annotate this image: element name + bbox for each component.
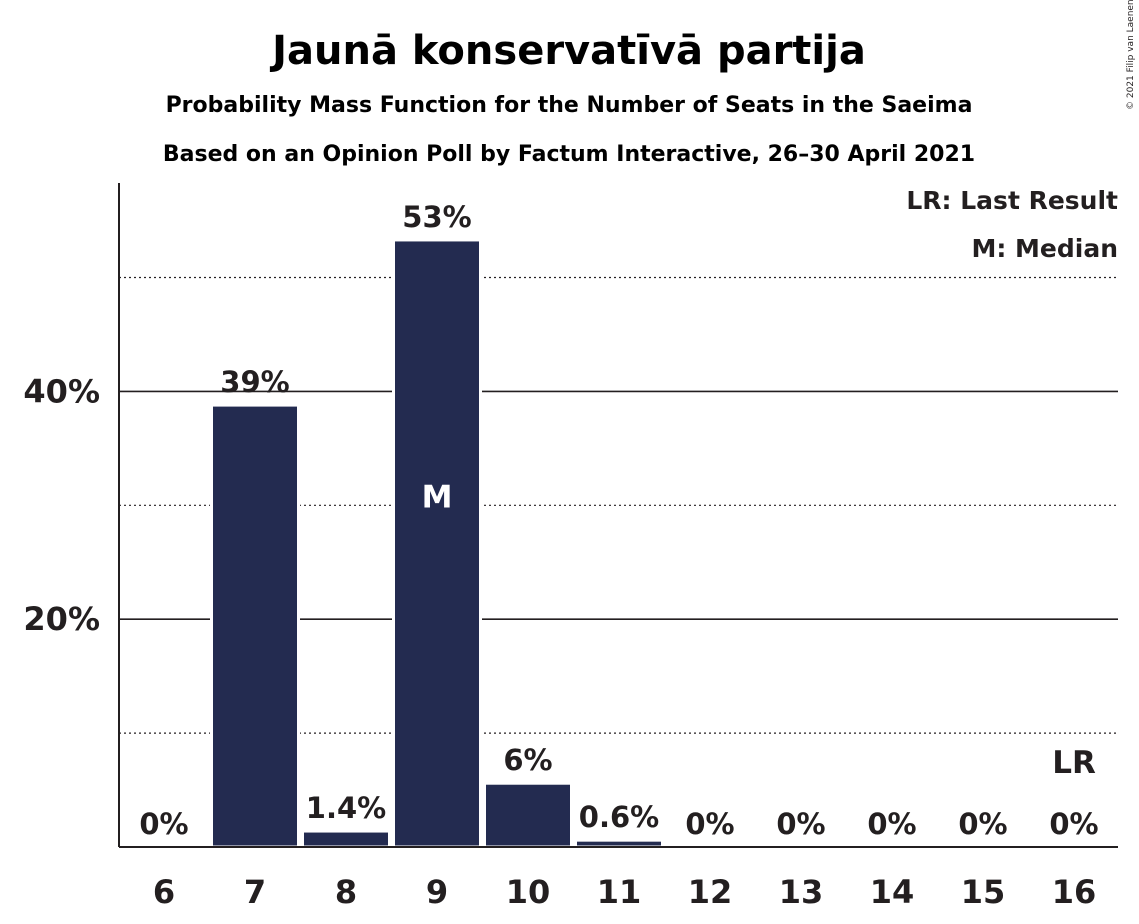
data-label-9: 53% [402, 200, 471, 234]
x-tick-label-16: 16 [1052, 873, 1097, 911]
data-label-6: 0% [139, 807, 188, 841]
data-label-13: 0% [776, 807, 825, 841]
chart-subtitle-2: Based on an Opinion Poll by Factum Inter… [163, 142, 975, 167]
data-label-10: 6% [503, 743, 552, 777]
legend-last-result: LR: Last Result [906, 186, 1118, 215]
bar-10 [483, 781, 573, 849]
x-tick-label-7: 7 [244, 873, 266, 911]
x-tick-label-10: 10 [506, 873, 551, 911]
legend-median: M: Median [971, 234, 1118, 263]
x-tick-label-13: 13 [779, 873, 824, 911]
last-result-marker: LR [1052, 745, 1096, 781]
bar-11 [574, 838, 664, 849]
data-label-11: 0.6% [579, 800, 659, 834]
median-marker: M [422, 479, 453, 515]
bars [210, 238, 664, 849]
y-tick-label: 40% [23, 372, 100, 410]
x-axis: 6 7 8 9 10 11 12 13 14 15 16 [119, 846, 1118, 911]
data-label-12: 0% [685, 807, 734, 841]
x-tick-label-15: 15 [961, 873, 1006, 911]
y-tick-label: 20% [23, 600, 100, 638]
y-axis: 20% 40% [23, 183, 120, 847]
data-labels: 0% 39% 1.4% 53% 6% 0.6% 0% 0% 0% 0% 0% M LR [139, 200, 1098, 841]
bar-9 [392, 238, 482, 849]
chart-subtitle-1: Probability Mass Function for the Number… [166, 93, 973, 118]
copyright: © 2021 Filip van Laenen [1126, 0, 1136, 110]
bar-8 [301, 829, 391, 849]
data-label-14: 0% [867, 807, 916, 841]
data-label-8: 1.4% [306, 791, 386, 825]
data-label-15: 0% [958, 807, 1007, 841]
data-label-7: 39% [220, 365, 289, 399]
bar-7 [210, 403, 300, 849]
data-label-16: 0% [1049, 807, 1098, 841]
x-tick-label-14: 14 [870, 873, 915, 911]
x-tick-label-9: 9 [426, 873, 448, 911]
x-tick-label-8: 8 [335, 873, 357, 911]
x-tick-label-11: 11 [597, 873, 642, 911]
chart-title: Jaunā konservatīvā partija [269, 28, 866, 74]
x-tick-label-12: 12 [688, 873, 733, 911]
x-tick-label-6: 6 [153, 873, 175, 911]
